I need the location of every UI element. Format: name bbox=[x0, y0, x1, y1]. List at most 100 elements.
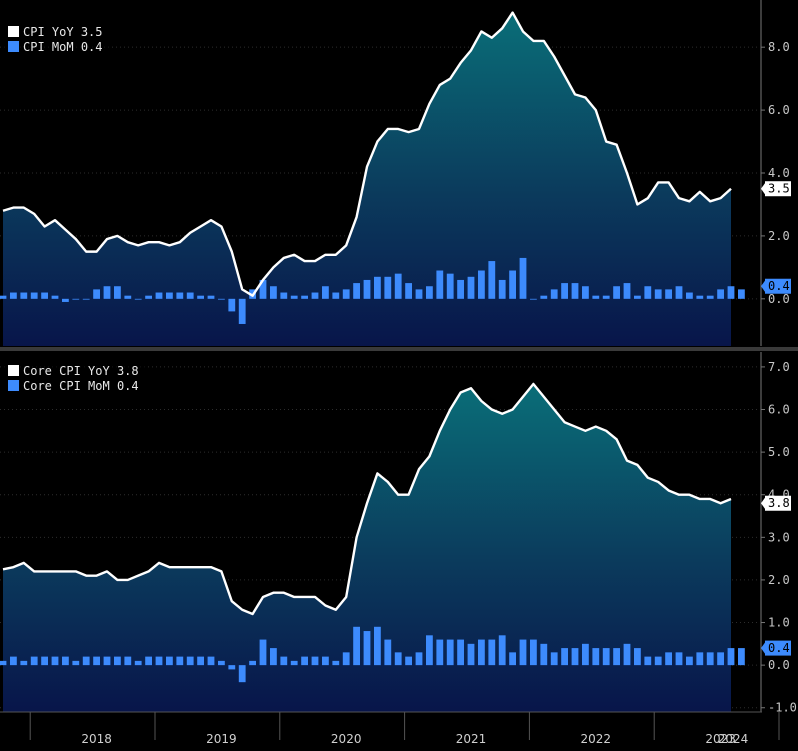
x-tick-label: 2019 bbox=[206, 732, 237, 746]
mom-bar bbox=[176, 292, 184, 299]
mom-bar bbox=[10, 292, 17, 299]
mom-bar bbox=[270, 648, 277, 666]
y-tick-label: 8.0 bbox=[768, 40, 790, 54]
mom-bar bbox=[82, 656, 90, 666]
y-tick-label: 6.0 bbox=[768, 403, 790, 417]
mom-bar bbox=[124, 656, 132, 666]
yoy-line bbox=[2, 382, 732, 616]
mom-bar bbox=[62, 656, 69, 666]
mom-bar bbox=[665, 652, 672, 666]
mom-bar bbox=[467, 276, 475, 299]
mom-bar bbox=[0, 295, 7, 299]
mom-bar bbox=[550, 289, 558, 299]
last-value-badge: 0.4 bbox=[761, 640, 791, 656]
mom-bar bbox=[82, 298, 90, 300]
mom-bar bbox=[342, 652, 350, 666]
mom-bar bbox=[727, 648, 735, 666]
mom-bar bbox=[488, 261, 496, 299]
x-tick-label: 2018 bbox=[81, 732, 112, 746]
mom-bar bbox=[571, 648, 579, 666]
mom-bar bbox=[717, 652, 724, 666]
mom-bar bbox=[51, 295, 59, 299]
mom-bar bbox=[332, 292, 340, 299]
mom-bar bbox=[540, 295, 548, 299]
y-tick-label: 0.0 bbox=[768, 658, 790, 672]
mom-bar bbox=[498, 635, 506, 666]
mom-bar bbox=[498, 279, 506, 299]
y-tick-label: 2.0 bbox=[768, 229, 790, 243]
mom-bar bbox=[686, 292, 693, 299]
x-tick-label: 2020 bbox=[331, 732, 362, 746]
mom-bar bbox=[405, 283, 412, 299]
mom-bar bbox=[478, 270, 485, 299]
legend-item-core-cpi-mom: Core CPI MoM 0.4 bbox=[8, 378, 139, 393]
mom-bar bbox=[738, 289, 745, 299]
mom-bar bbox=[717, 289, 724, 299]
legend-swatch-white bbox=[8, 365, 19, 376]
mom-bar bbox=[696, 652, 704, 666]
mom-bar bbox=[166, 292, 173, 299]
mom-bar bbox=[654, 656, 662, 666]
mom-bar bbox=[665, 289, 672, 299]
mom-bar bbox=[582, 286, 589, 299]
mom-bar bbox=[41, 292, 48, 299]
mom-bar bbox=[686, 656, 693, 666]
legend-item-cpi-yoy: CPI YoY 3.5 bbox=[8, 24, 103, 39]
mom-bar bbox=[613, 286, 620, 299]
mom-bar bbox=[436, 639, 444, 666]
mom-bar bbox=[311, 656, 319, 666]
badge-label: 3.8 bbox=[768, 496, 790, 510]
mom-bar bbox=[706, 295, 714, 299]
mom-bar bbox=[394, 652, 402, 666]
mom-bar bbox=[30, 656, 38, 666]
mom-bar bbox=[249, 660, 256, 666]
x-tick-label: 2021 bbox=[456, 732, 487, 746]
mom-bar bbox=[613, 648, 620, 666]
mom-bar bbox=[311, 292, 319, 299]
core-cpi-legend: Core CPI YoY 3.8 Core CPI MoM 0.4 bbox=[4, 361, 145, 395]
mom-bar bbox=[238, 665, 246, 683]
mom-bar bbox=[259, 279, 267, 299]
mom-bar bbox=[415, 652, 423, 666]
legend-item-cpi-mom: CPI MoM 0.4 bbox=[8, 39, 103, 54]
mom-bar bbox=[654, 289, 662, 299]
mom-bar bbox=[342, 289, 350, 299]
mom-bar bbox=[72, 660, 80, 666]
mom-bar bbox=[706, 652, 714, 666]
mom-bar bbox=[415, 289, 423, 299]
mom-bar bbox=[218, 298, 225, 300]
mom-bar bbox=[93, 289, 100, 299]
mom-bar bbox=[561, 283, 568, 299]
mom-bar bbox=[134, 660, 142, 666]
mom-bar bbox=[114, 656, 121, 666]
mom-bar bbox=[488, 639, 496, 666]
legend-swatch-white bbox=[8, 26, 19, 37]
mom-bar bbox=[290, 660, 298, 666]
mom-bar bbox=[207, 295, 215, 299]
mom-bar bbox=[363, 279, 371, 299]
mom-bar bbox=[114, 286, 121, 299]
mom-bar bbox=[290, 295, 298, 299]
mom-bar bbox=[30, 292, 38, 299]
mom-bar bbox=[571, 283, 579, 299]
badge-label: 3.5 bbox=[768, 182, 790, 196]
mom-bar bbox=[634, 648, 641, 666]
legend-swatch-blue bbox=[8, 41, 19, 52]
mom-bar bbox=[322, 656, 329, 666]
mom-bar bbox=[155, 656, 163, 666]
mom-bar bbox=[530, 639, 537, 666]
mom-bar bbox=[446, 639, 454, 666]
badge-label: 0.4 bbox=[768, 641, 790, 655]
mom-bar bbox=[228, 298, 236, 312]
last-value-badge: 3.5 bbox=[761, 181, 791, 197]
legend-label: CPI YoY bbox=[23, 24, 74, 39]
mom-bar bbox=[592, 648, 600, 666]
mom-bar bbox=[176, 656, 184, 666]
panel-divider[interactable] bbox=[0, 347, 798, 351]
x-tick-label: 2022 bbox=[581, 732, 612, 746]
y-tick-label: 2.0 bbox=[768, 573, 790, 587]
mom-bar bbox=[103, 656, 111, 666]
mom-bar bbox=[124, 295, 132, 299]
